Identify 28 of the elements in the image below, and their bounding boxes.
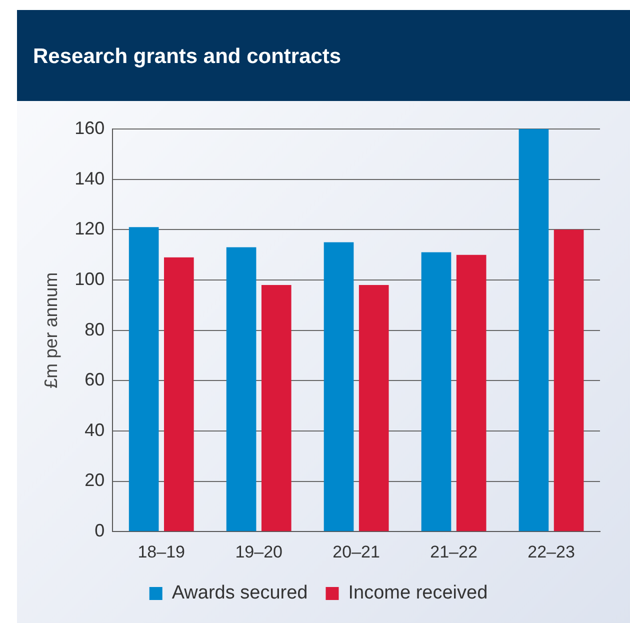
- bar: [324, 242, 354, 532]
- bar: [518, 129, 549, 532]
- bar: [128, 227, 159, 532]
- x-tick-label: 18–19: [138, 542, 186, 562]
- x-tick-label: 20–21: [332, 542, 380, 562]
- y-tick-label: 0: [94, 520, 105, 541]
- legend-label: Awards secured: [172, 582, 308, 604]
- x-tick-label: 21–22: [430, 542, 478, 562]
- y-tick-label: 80: [84, 319, 105, 340]
- y-axis-title: £m per annum: [40, 272, 61, 388]
- bar: [456, 254, 486, 532]
- bar: [164, 257, 194, 532]
- y-tick-label: 160: [74, 118, 105, 138]
- y-tick-label: 20: [84, 470, 105, 490]
- y-tick-label: 60: [84, 370, 105, 390]
- legend-label: Income received: [348, 582, 488, 604]
- bar: [421, 252, 452, 532]
- chart-title: Research grants and contracts: [17, 10, 630, 101]
- bar: [226, 247, 256, 532]
- x-tick-label: 22–23: [528, 542, 575, 562]
- bar: [261, 285, 292, 532]
- y-tick-label: 100: [74, 268, 105, 289]
- y-tick-label: 120: [74, 218, 105, 239]
- bar: [554, 230, 584, 532]
- y-tick-label: 40: [84, 420, 105, 440]
- bar: [358, 285, 389, 532]
- y-tick-label: 140: [74, 168, 105, 188]
- x-tick-label: 19–20: [235, 542, 282, 562]
